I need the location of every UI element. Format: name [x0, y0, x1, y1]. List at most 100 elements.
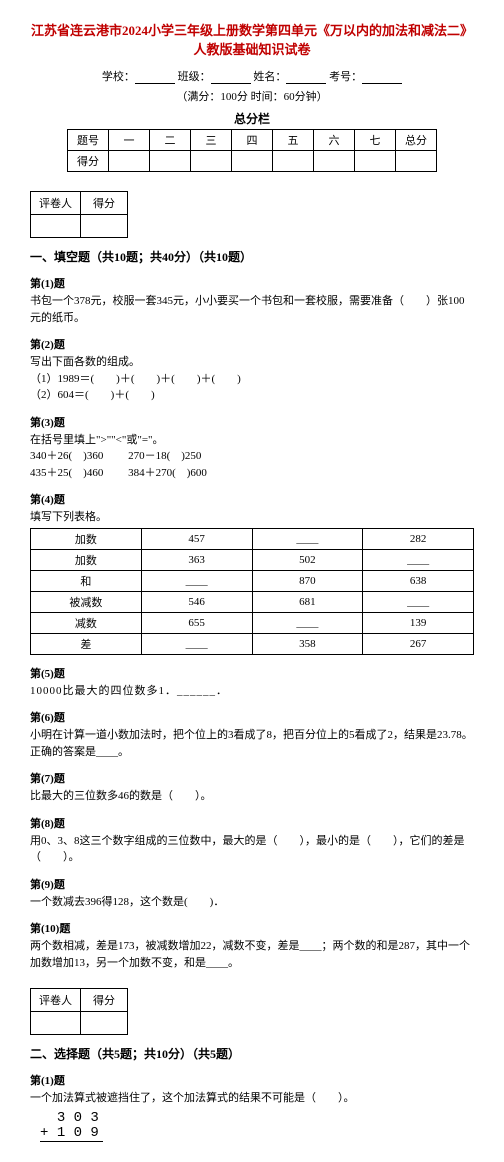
score-header-row: 题号 一 二 三 四 五 六 七 总分 [68, 130, 437, 151]
vertical-addition: 3 0 3 + 1 0 9 [40, 1111, 474, 1143]
q3-eq2a: 435＋25( )460 [30, 467, 103, 479]
q8-label: 第(8)题 [30, 815, 474, 831]
cell: 363 [141, 549, 252, 570]
examno-blank [362, 71, 402, 84]
q7-body: 比最大的三位数多46的数是（ ）。 [30, 788, 474, 805]
q2-line2: （2）604＝( )＋( ) [30, 387, 474, 404]
s2-q1-body: 一个加法算式被遮挡住了，这个加法算式的结果不可能是（ ）。 [30, 1090, 474, 1107]
school-label: 学校： [102, 71, 135, 83]
hdr-4: 四 [232, 130, 273, 151]
cell [109, 151, 150, 172]
grader-blank [81, 215, 128, 238]
table-row: 差 ____ 358 267 [31, 633, 474, 654]
grader-blank [31, 1012, 81, 1035]
q6-body: 小明在计算一道小数加法时，把个位上的3看成了8，把百分位上的5看成了2，结果是2… [30, 727, 474, 760]
table-row: 加数 363 502 ____ [31, 549, 474, 570]
q5-body: 10000比最大的四位数多1．______． [30, 683, 474, 700]
grader-c2: 得分 [81, 192, 128, 215]
add-top: 3 0 3 [40, 1111, 474, 1126]
cell: 870 [252, 570, 363, 591]
q9-label: 第(9)题 [30, 876, 474, 892]
hdr-2: 二 [150, 130, 191, 151]
hdr-6: 六 [314, 130, 355, 151]
table-row: 减数 655 ____ 139 [31, 612, 474, 633]
cell: ____ [141, 633, 252, 654]
cell: 457 [141, 528, 252, 549]
cell [232, 151, 273, 172]
q1-label: 第(1)题 [30, 275, 474, 291]
q2-line1: （1）1989＝( )＋( )＋( )＋( ) [30, 371, 474, 388]
q8-body: 用0、3、8这三个数字组成的三位数中，最大的是（ ），最小的是（ ），它们的差是… [30, 833, 474, 866]
q3-eq2b: 384＋270( )600 [128, 467, 207, 479]
score-bar-label: 总分栏 [30, 110, 474, 127]
add-bottom: + 1 0 9 [40, 1126, 103, 1142]
grader-table: 评卷人 得分 [30, 191, 128, 238]
q9-body: 一个数减去396得128，这个数是( )． [30, 894, 474, 911]
cell [314, 151, 355, 172]
q2-label: 第(2)题 [30, 336, 474, 352]
cell: ____ [252, 612, 363, 633]
grader-c1: 评卷人 [31, 192, 81, 215]
cell: 681 [252, 591, 363, 612]
cell [191, 151, 232, 172]
q6-label: 第(6)题 [30, 709, 474, 725]
q3-eq1a: 340＋26( )360 [30, 450, 103, 462]
cell: 减数 [31, 612, 142, 633]
hdr-7: 七 [355, 130, 396, 151]
examno-label: 考号： [329, 71, 362, 83]
cell: 139 [363, 612, 474, 633]
s2-q1-label: 第(1)题 [30, 1072, 474, 1088]
cell: 加数 [31, 549, 142, 570]
cell: ____ [252, 528, 363, 549]
table-row: 被减数 546 681 ____ [31, 591, 474, 612]
q2-lead: 写出下面各数的组成。 [30, 354, 474, 371]
exam-title: 江苏省连云港市2024小学三年级上册数学第四单元《万以内的加法和减法二》人教版基… [30, 20, 474, 58]
section1-heading: 一、填空题（共10题；共40分）（共10题） [30, 248, 474, 265]
table-row: 和 ____ 870 638 [31, 570, 474, 591]
cell: 267 [363, 633, 474, 654]
q4-label: 第(4)题 [30, 491, 474, 507]
q3-label: 第(3)题 [30, 414, 474, 430]
cell: ____ [363, 549, 474, 570]
score-value-row: 得分 [68, 151, 437, 172]
class-blank [211, 71, 251, 84]
q10-label: 第(10)题 [30, 920, 474, 936]
cell: 和 [31, 570, 142, 591]
cell [396, 151, 437, 172]
cell: 加数 [31, 528, 142, 549]
table-row: 加数 457 ____ 282 [31, 528, 474, 549]
grader-blank [81, 1012, 128, 1035]
cell: 被减数 [31, 591, 142, 612]
class-label: 班级： [178, 71, 211, 83]
q3-eq1b: 270－18( )250 [128, 450, 201, 462]
name-label: 姓名： [253, 71, 286, 83]
grader-c2: 得分 [81, 989, 128, 1012]
cell: 502 [252, 549, 363, 570]
cell [355, 151, 396, 172]
cell [150, 151, 191, 172]
hdr-5: 五 [273, 130, 314, 151]
cell: 546 [141, 591, 252, 612]
cell: 282 [363, 528, 474, 549]
hdr-1: 一 [109, 130, 150, 151]
q10-body: 两个数相减，差是173，被减数增加22，减数不变，差是____；两个数的和是28… [30, 938, 474, 971]
hdr-8: 总分 [396, 130, 437, 151]
meta-line-2: （满分：100分 时间：60分钟） [30, 88, 474, 104]
q3-row1: 340＋26( )360 270－18( )250 [30, 448, 474, 465]
cell: 358 [252, 633, 363, 654]
grader-table-2: 评卷人 得分 [30, 988, 128, 1035]
name-blank [286, 71, 326, 84]
cell: ____ [141, 570, 252, 591]
cell: 655 [141, 612, 252, 633]
cell: 差 [31, 633, 142, 654]
grader-blank [31, 215, 81, 238]
q5-label: 第(5)题 [30, 665, 474, 681]
score-table: 题号 一 二 三 四 五 六 七 总分 得分 [67, 129, 437, 172]
cell: ____ [363, 591, 474, 612]
q3-row2: 435＋25( )460 384＋270( )600 [30, 465, 474, 482]
q7-label: 第(7)题 [30, 770, 474, 786]
q4-table: 加数 457 ____ 282 加数 363 502 ____ 和 ____ 8… [30, 528, 474, 655]
hdr-3: 三 [191, 130, 232, 151]
grader-c1: 评卷人 [31, 989, 81, 1012]
section2-heading: 二、选择题（共5题；共10分）（共5题） [30, 1045, 474, 1062]
